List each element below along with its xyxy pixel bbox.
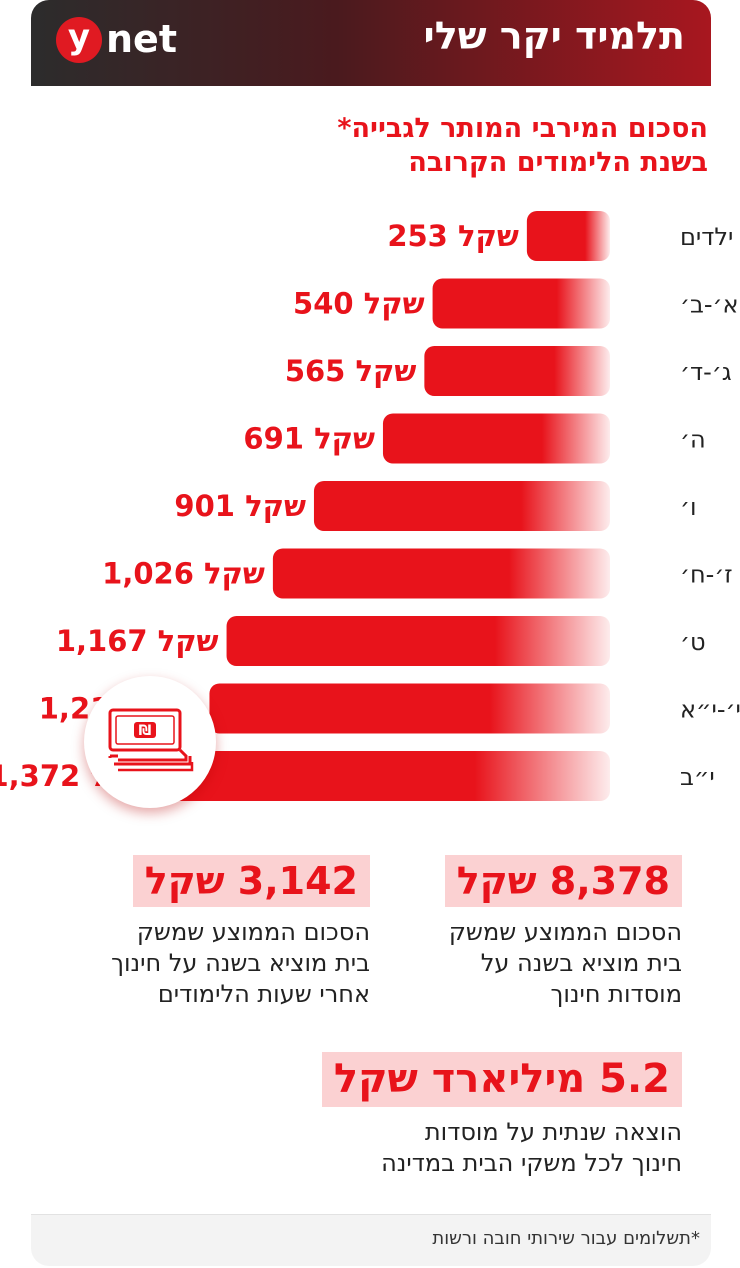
category-label: א׳-ב׳ [680, 291, 739, 319]
bar-6 [226, 616, 611, 666]
bar-0 [526, 211, 610, 261]
bar-8 [159, 751, 610, 801]
stat-description: הסכום הממוצע שמשק בית מוציא בשנה על מוסד… [382, 917, 682, 1010]
stat-value: 3,142 שקל [132, 855, 370, 907]
stat-description-line: הסכום הממוצע שמשק [136, 918, 370, 946]
stat-value: 8,378 שקל [444, 855, 682, 907]
category-label: ו׳ [680, 493, 697, 521]
stat-household-afterschool: 3,142 שקל הסכום הממוצע שמשק בית מוציא בש… [50, 855, 370, 1010]
stat-description-line: אחרי שעות הלימודים [157, 980, 370, 1008]
stat-value: 5.2 מיליארד שקל [321, 1052, 682, 1107]
value-label: 1,026 שקל [102, 557, 265, 591]
shekel-banknotes-icon: ₪ [84, 676, 216, 808]
bar-2 [424, 346, 610, 396]
value-label: 253 שקל [387, 219, 519, 253]
value-label: 901 שקל [174, 489, 306, 523]
bar-7 [209, 683, 610, 734]
bar-3 [382, 413, 610, 464]
value-label: 1,167 שקל [56, 624, 219, 658]
stat-description-line: בית מוציא בשנה על [480, 949, 682, 977]
value-label: 565 שקל [285, 354, 417, 388]
header-bar: y net תלמיד יקר שלי [31, 0, 711, 86]
stat-national-expense: 5.2 מיליארד שקל הוצאה שנתית על מוסדות חי… [262, 1052, 682, 1179]
value-label: 691 שקל [243, 422, 375, 456]
category-label: ז׳-ח׳ [680, 561, 733, 589]
category-label: י׳-י״א [680, 696, 740, 724]
logo-net-text: net [106, 17, 177, 61]
banknotes-icon: ₪ [108, 708, 194, 772]
chart-title-line-2: בשנת הלימודים הקרובה [408, 147, 708, 178]
chart-title-line-1: הסכום המירבי המותר לגבייה* [337, 113, 708, 144]
stat-household-education: 8,378 שקל הסכום הממוצע שמשק בית מוציא בש… [382, 855, 682, 1010]
chart-title: הסכום המירבי המותר לגבייה* בשנת הלימודים… [88, 112, 708, 180]
category-label: ג׳-ד׳ [680, 358, 732, 386]
bar-1 [432, 278, 610, 329]
category-label: ה׳ [680, 426, 706, 454]
stat-description-line: בית מוציא בשנה על חינוך [111, 949, 370, 977]
page-title: תלמיד יקר שלי [423, 14, 685, 58]
logo-y-circle: y [56, 17, 102, 63]
footnote: *תשלומים עבור שירותי חובה ורשות [432, 1228, 700, 1249]
category-label: ט׳ [680, 628, 706, 656]
bar-chart: גני ילדים 253 שקל א׳-ב׳ 540 שקל ג׳-ד׳ 565 שקל… [0, 211, 740, 801]
svg-text:₪: ₪ [139, 723, 152, 739]
stat-description-line: חינוך לכל משקי הבית במדינה [381, 1149, 682, 1177]
category-label: י״ב [680, 763, 715, 791]
category-label: גני ילדים [680, 223, 740, 251]
footer-divider [31, 1214, 711, 1215]
stat-description: הסכום הממוצע שמשק בית מוציא בשנה על חינו… [50, 917, 370, 1010]
stat-description-line: הסכום הממוצע שמשק [448, 918, 682, 946]
stat-description: הוצאה שנתית על מוסדות חינוך לכל משקי הבי… [262, 1117, 682, 1179]
value-label: 540 שקל [293, 287, 425, 321]
bar-5 [272, 548, 610, 599]
stat-description-line: הוצאה שנתית על מוסדות [424, 1118, 682, 1146]
bar-4 [313, 481, 610, 531]
stat-description-line: מוסדות חינוך [550, 980, 682, 1008]
